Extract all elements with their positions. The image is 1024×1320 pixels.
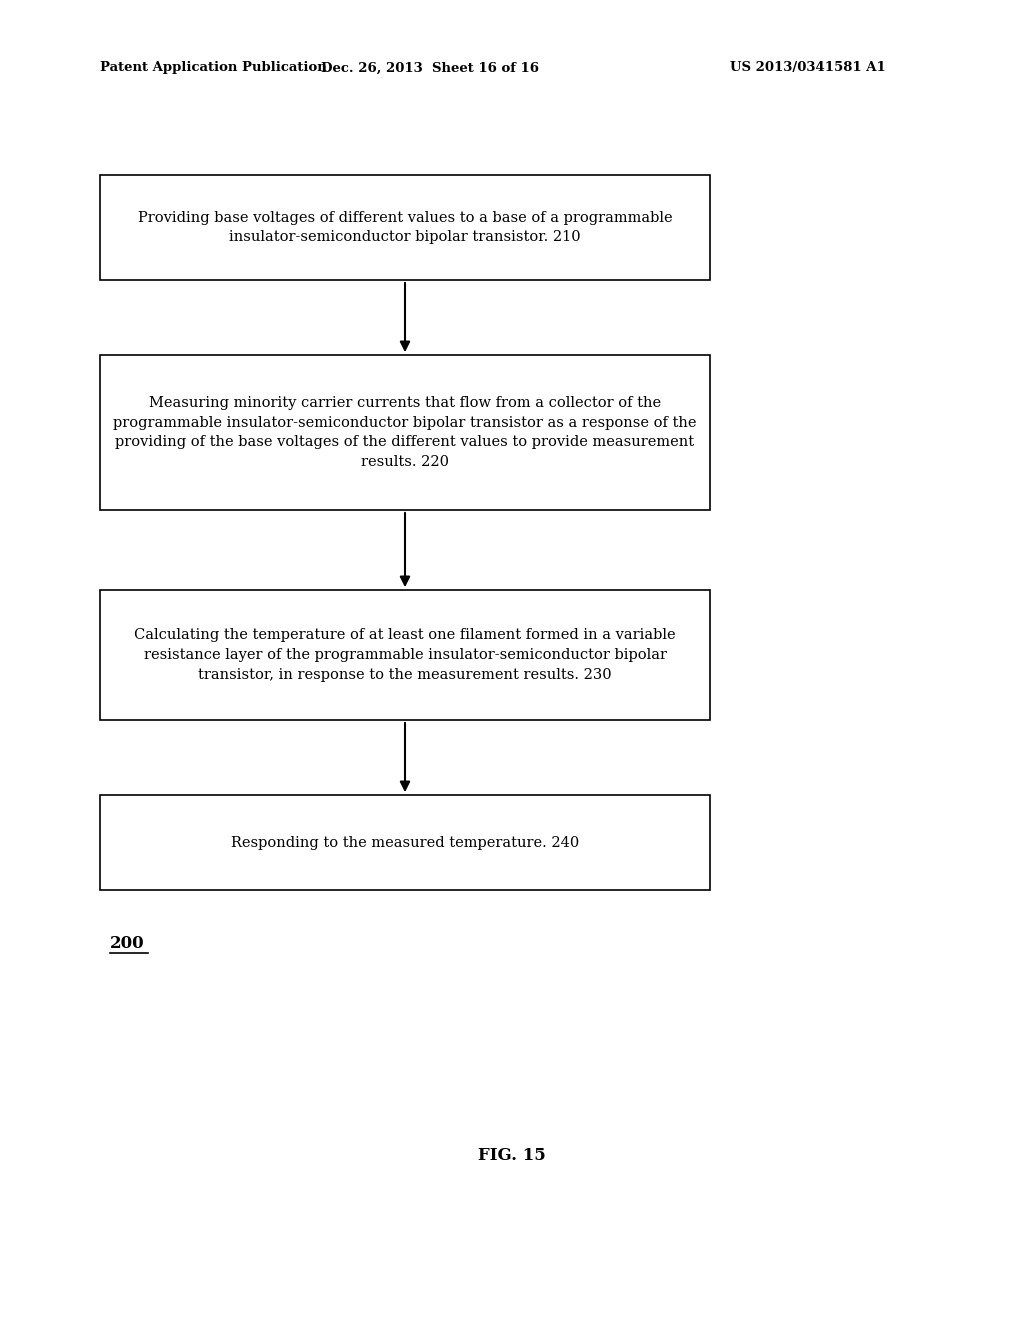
- Text: US 2013/0341581 A1: US 2013/0341581 A1: [730, 62, 886, 74]
- Bar: [100, 176, 710, 280]
- Text: Providing base voltages of different values to a base of a programmable
insulato: Providing base voltages of different val…: [137, 211, 673, 244]
- Text: Patent Application Publication: Patent Application Publication: [100, 62, 327, 74]
- Text: Measuring minority carrier currents that flow from a collector of the
programmab: Measuring minority carrier currents that…: [114, 396, 696, 469]
- Bar: [100, 795, 710, 890]
- Text: Calculating the temperature of at least one filament formed in a variable
resist: Calculating the temperature of at least …: [134, 628, 676, 681]
- Bar: [100, 355, 710, 510]
- Text: 200: 200: [110, 935, 144, 952]
- Bar: [100, 590, 710, 719]
- Text: Responding to the measured temperature. 240: Responding to the measured temperature. …: [230, 836, 580, 850]
- Text: Dec. 26, 2013  Sheet 16 of 16: Dec. 26, 2013 Sheet 16 of 16: [321, 62, 539, 74]
- Text: FIG. 15: FIG. 15: [478, 1147, 546, 1163]
